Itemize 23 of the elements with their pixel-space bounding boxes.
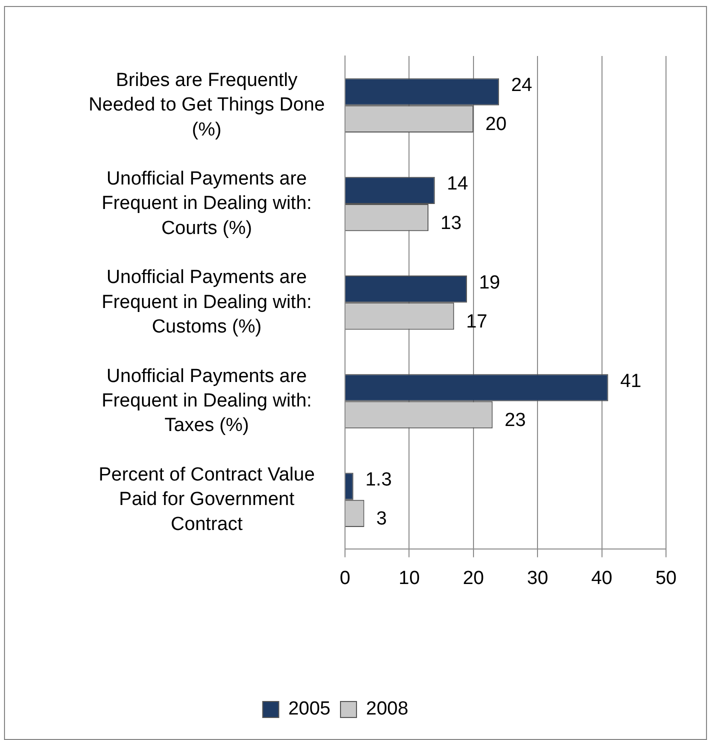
data-label: 23 bbox=[504, 410, 526, 432]
legend-label: 2005 bbox=[288, 698, 331, 720]
data-label: 24 bbox=[511, 75, 533, 96]
data-label: 14 bbox=[446, 174, 468, 195]
y-tick-label: Unofficial Payments are Frequent in Dealing with: Courts (%) bbox=[102, 168, 312, 239]
data-label: 3 bbox=[376, 508, 387, 530]
y-tick-label: Bribes are Frequently Needed to Get Things Done (%) bbox=[88, 70, 325, 140]
data-label: 20 bbox=[485, 114, 507, 136]
x-tick-label: 20 bbox=[462, 568, 484, 589]
data-label: 41 bbox=[620, 370, 642, 392]
legend-label: 2008 bbox=[366, 698, 408, 720]
data-label: 19 bbox=[478, 272, 500, 294]
x-tick-label: 30 bbox=[527, 568, 548, 589]
data-label: 13 bbox=[440, 212, 462, 234]
x-tick-label: 50 bbox=[655, 568, 677, 589]
x-tick-label: 10 bbox=[398, 568, 420, 589]
y-tick-label: Unofficial Payments are Frequent in Dealing with: Customs (%) bbox=[102, 267, 312, 338]
data-label: 1.3 bbox=[365, 470, 392, 491]
y-tick-label: Unofficial Payments are Frequent in Dealing with: Taxes (%) bbox=[102, 366, 312, 436]
x-tick-label: 40 bbox=[591, 568, 612, 589]
y-tick-label: Percent of Contract Value Paid for Government Contract bbox=[98, 464, 315, 535]
x-tick-label: 0 bbox=[340, 568, 350, 589]
data-label: 17 bbox=[466, 311, 488, 332]
